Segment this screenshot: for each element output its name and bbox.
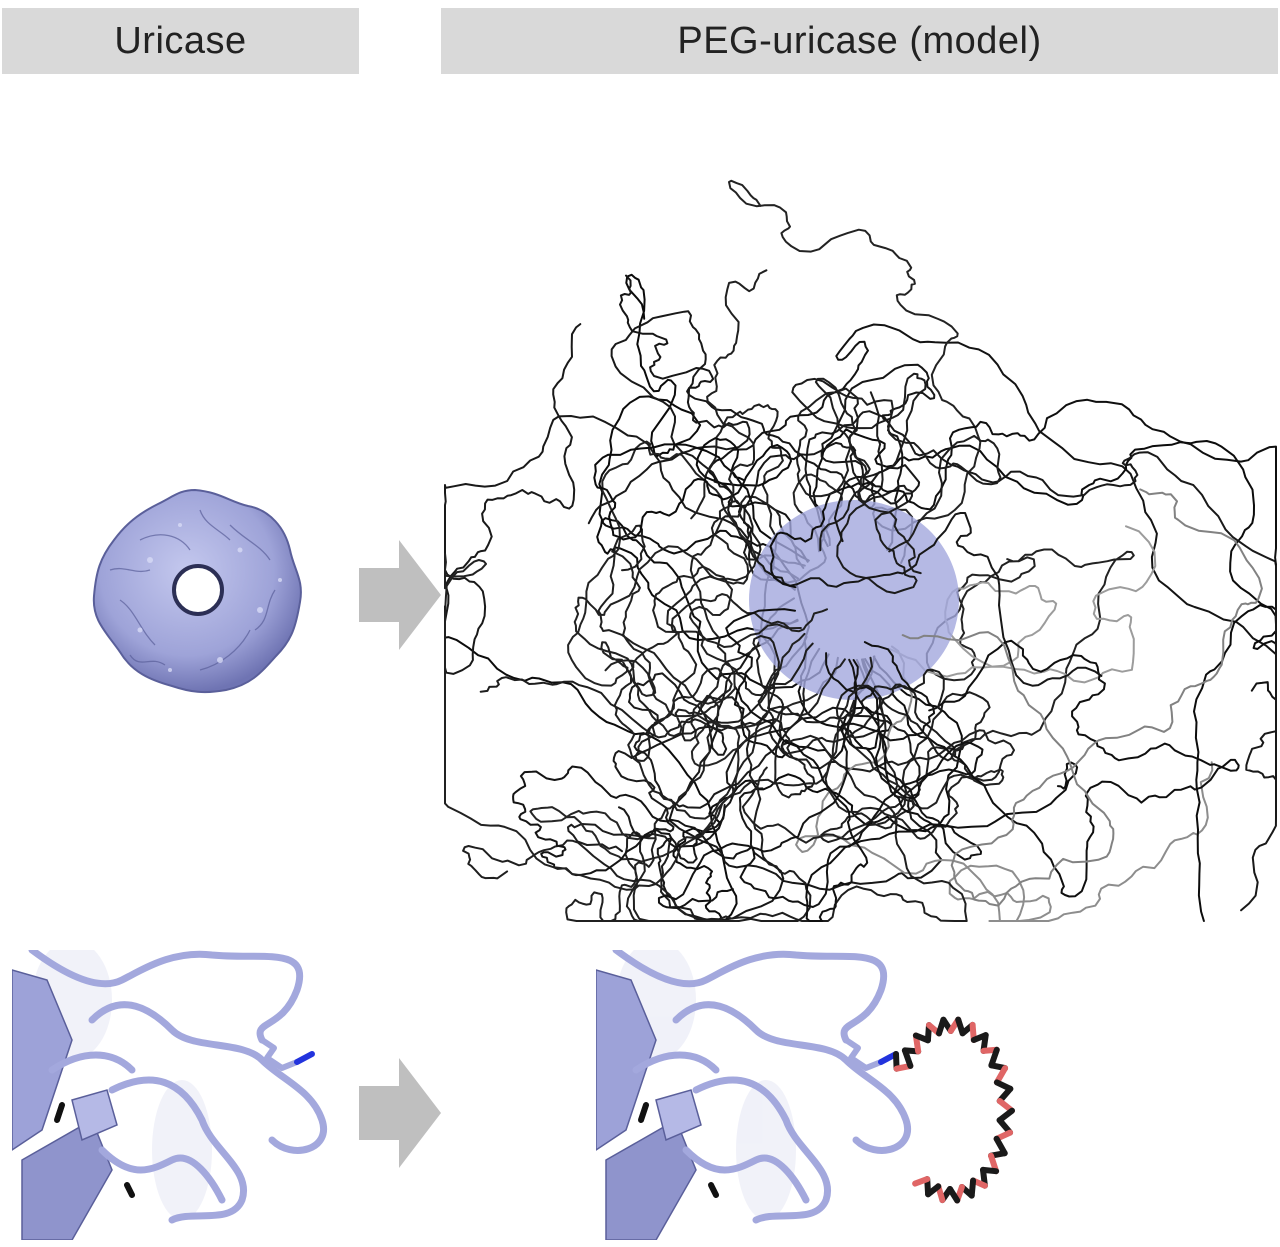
peg-chain: [657, 659, 984, 909]
peg-chain: [567, 440, 843, 687]
peg-uricase-cartoon: [596, 950, 1026, 1240]
peg-chain: [795, 645, 1214, 922]
peg-chain: [728, 179, 982, 564]
peg-core-protein: [749, 500, 959, 700]
peg-chain: [864, 639, 1240, 898]
header-peg-uricase-label: PEG-uricase (model): [677, 19, 1042, 62]
uricase-cartoon: [12, 950, 342, 1240]
peg-chain: [652, 269, 802, 648]
peg-chain: [597, 524, 806, 762]
peg-chain: [725, 608, 1079, 922]
peg-chain: [612, 647, 821, 839]
peg-chain: [565, 597, 795, 922]
peg-chain: [573, 545, 806, 737]
peg-chain: [796, 377, 1002, 575]
peg-chain: [847, 548, 1135, 810]
peg-chain: [444, 605, 963, 922]
peg-chain: [887, 525, 1157, 684]
peg-chain: [804, 410, 1277, 912]
peg-chain: [479, 658, 991, 844]
peg-chain: [512, 658, 858, 877]
peg-chain: [741, 658, 1015, 844]
peg-chain: [444, 323, 796, 675]
peg-chain: [593, 437, 810, 562]
peg-chain: [901, 488, 1263, 907]
peg-chain: [596, 273, 799, 641]
uricase-surface: [92, 488, 302, 694]
peg-uricase-model: [444, 179, 1277, 922]
arrow-bottom-icon: [359, 1058, 441, 1168]
peg-chain: [444, 553, 873, 891]
peg-chain: [587, 310, 799, 580]
header-uricase: Uricase: [2, 8, 359, 74]
header-peg-uricase: PEG-uricase (model): [441, 8, 1278, 74]
peg-chain: [613, 593, 846, 820]
peg-chain: [462, 658, 968, 922]
peg-chain: [529, 656, 839, 863]
header-uricase-label: Uricase: [114, 19, 247, 62]
peg-loop-bond: [912, 1176, 931, 1187]
arrow-top-icon: [359, 540, 441, 650]
peg-chain: [769, 398, 1277, 589]
